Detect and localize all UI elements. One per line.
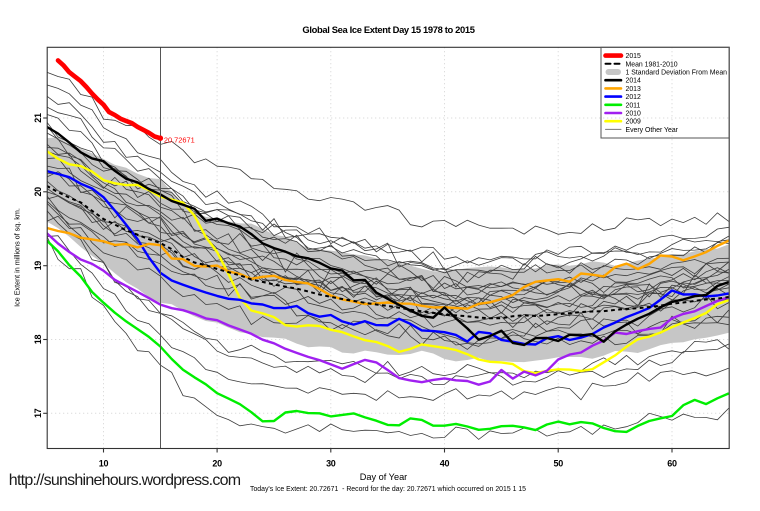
- svg-text:1 Standard Deviation From Mean: 1 Standard Deviation From Mean: [626, 70, 728, 77]
- svg-text:10: 10: [99, 459, 109, 469]
- svg-text:40: 40: [440, 459, 450, 469]
- svg-text:30: 30: [326, 459, 336, 469]
- svg-text:2012: 2012: [626, 94, 641, 101]
- svg-text:20.72671: 20.72671: [164, 136, 195, 145]
- svg-text:Every Other Year: Every Other Year: [626, 127, 679, 134]
- svg-text:2013: 2013: [626, 86, 641, 93]
- svg-text:18: 18: [33, 335, 43, 345]
- svg-text:http://sunshinehours.wordpress: http://sunshinehours.wordpress.com: [9, 472, 241, 489]
- svg-text:Today's Ice Extent: 20.72671: Today's Ice Extent: 20.72671 - Record fo…: [250, 486, 526, 493]
- svg-text:2014: 2014: [626, 78, 641, 85]
- svg-text:Global Sea Ice Extent Day 15 1: Global Sea Ice Extent Day 15 1978 to 201…: [302, 24, 474, 35]
- svg-text:Day of Year: Day of Year: [360, 472, 408, 482]
- svg-text:20: 20: [33, 187, 43, 197]
- svg-text:Mean 1981-2010: Mean 1981-2010: [626, 61, 678, 68]
- svg-text:2010: 2010: [626, 111, 641, 118]
- svg-text:Ice Extent in millions of sq.: Ice Extent in millions of sq. km.: [13, 208, 22, 307]
- svg-text:21: 21: [33, 113, 43, 123]
- svg-text:20: 20: [212, 459, 222, 469]
- svg-text:2011: 2011: [626, 102, 641, 109]
- svg-text:17: 17: [33, 408, 43, 418]
- svg-text:2009: 2009: [626, 119, 641, 126]
- svg-text:60: 60: [667, 459, 677, 469]
- svg-text:19: 19: [33, 261, 43, 271]
- svg-text:2015: 2015: [626, 53, 641, 60]
- svg-text:50: 50: [553, 459, 563, 469]
